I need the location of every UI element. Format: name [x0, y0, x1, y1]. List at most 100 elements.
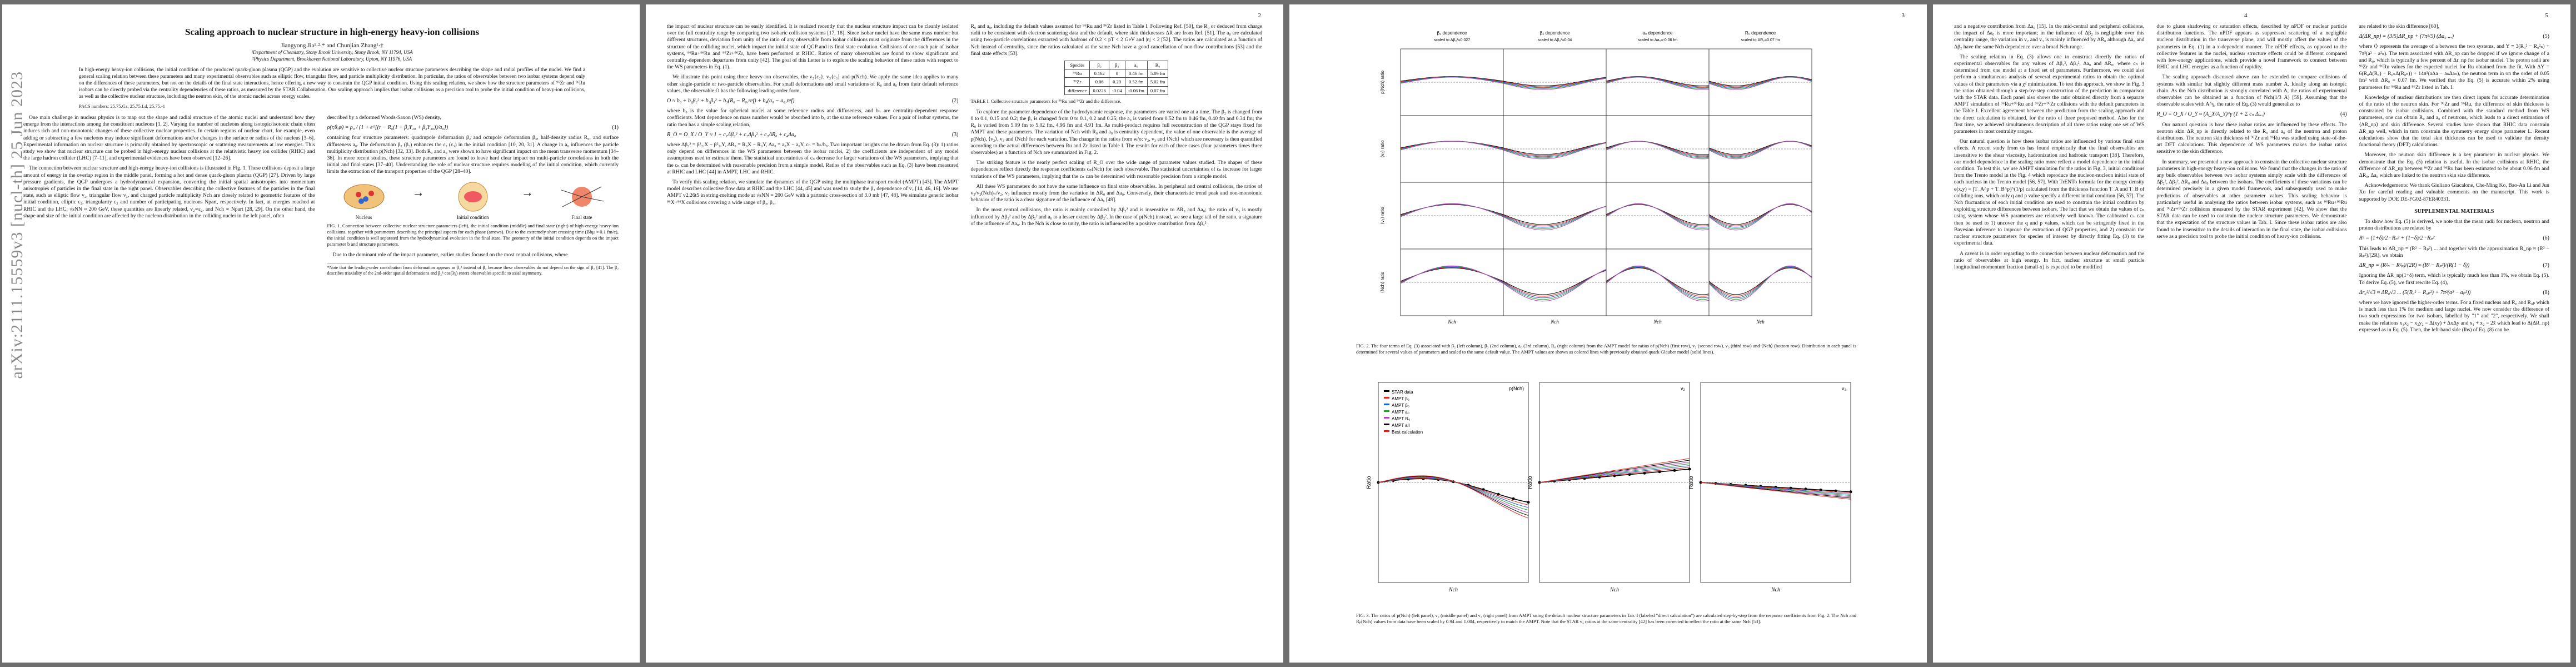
fig2-series-line — [1503, 206, 1607, 231]
arxiv-identifier: arXiv:2111.15559v3 [nucl-th] 25 Jun 2023 — [8, 71, 26, 379]
equation-number: (2) — [951, 98, 959, 104]
fig3-legend-swatch — [1384, 410, 1389, 412]
paragraph: Moreover, the neutron skin difference is… — [2359, 152, 2549, 179]
fig3-data-point — [1688, 467, 1691, 471]
fig2-series-line — [1503, 206, 1607, 226]
equation-number: (1) — [612, 125, 619, 131]
table-cell: 0.07 fm — [1147, 86, 1169, 95]
paragraph: Due to the dominant role of the impact p… — [332, 252, 568, 258]
authors: Jiangyong Jia¹·²·* and Chunjian Zhang¹·† — [281, 42, 383, 49]
paragraph: where we have ignored the higher-order t… — [2359, 299, 2549, 333]
paragraph: Our natural question is how these isobar… — [2156, 121, 2347, 155]
column-left: the impact of nuclear structure can be e… — [667, 23, 959, 231]
equation-3: R_O = O_X / O_Y ≈ 1 + c₁Δβ₂² + c₂Δβ₃² + … — [667, 132, 959, 138]
fig3-xlabel: Nch — [1448, 587, 1458, 593]
paragraph: due to gluon shadowing or saturation eff… — [2156, 23, 2347, 71]
fig2-series-line — [1708, 203, 1812, 231]
fig3-panel-title: v₃ — [1842, 386, 1847, 391]
paragraph: described by a deformed Woods-Saxon (WS)… — [327, 115, 441, 121]
fig2-series-line — [1503, 206, 1607, 228]
fig2-column-title: a₀ dependence — [1642, 31, 1673, 36]
fig1-nucleus: Nucleus — [339, 179, 389, 221]
equation-number: (3) — [951, 131, 959, 138]
equation-body: Δr₀²/√3 ≈ ΔR₀√3 ... (5(R₀² − R₀ₚ²) + 7π²… — [2359, 289, 2471, 296]
equation-body: R_O = O_X / O_Y ≈ (A_X/A_Y)^γ (1 + Σ cₙ … — [2156, 111, 2265, 118]
fig2-column-subtitle: scaled to Δa₀=-0.06 fm — [1638, 38, 1677, 42]
fig3-series-line — [1539, 467, 1690, 483]
fig3-legend-swatch — [1384, 417, 1389, 419]
fig2-column-title: R₀ dependence — [1745, 31, 1776, 36]
paragraph: We illustrate this point using three hea… — [667, 74, 959, 94]
fig1-label-initial: Initial condition — [456, 214, 489, 220]
fig3-data-point — [1628, 473, 1631, 476]
paragraph: All these WS parameters do not have the … — [970, 183, 1263, 203]
fig2-xlabel: Nch — [1756, 319, 1765, 325]
table-cell: 0.46 fm — [1124, 69, 1148, 78]
table-row: ⁹⁶Zr 0.06 0.20 0.52 fm 5.02 fm — [1064, 77, 1169, 87]
fig3-ylabel: Ratio — [1688, 476, 1695, 489]
paragraph: Ignoring the ΔR_np(1+δ) term, which is t… — [2359, 272, 2549, 286]
fig3-data-point — [1527, 501, 1530, 504]
equation-body: R² = (1+δ)/2 · Rₙ² + (1−δ)/2 · Rₚ² — [2359, 235, 2435, 242]
fig2-series-line — [1503, 77, 1607, 86]
paragraph: In summary, we presented a new approach … — [2156, 158, 2347, 240]
table-header-row: Species β₂ β₃ a₀ R₀ — [1064, 61, 1169, 70]
column-2: due to gluon shadowing or saturation eff… — [2156, 23, 2346, 337]
fig2-row-label: ⟨v₂⟩ ratio — [1380, 140, 1385, 158]
table-cell: 0.52 fm — [1124, 77, 1148, 87]
paragraph: The scaling approach discussed above can… — [2156, 74, 2347, 108]
equation-number: (4) — [2340, 111, 2347, 118]
fig1-arrow-1: → — [412, 185, 425, 199]
paragraph: To explore the parameter dependence of t… — [970, 108, 1263, 156]
fig3-data-point — [1658, 470, 1661, 474]
paragraph: where Δβ₂² = β²₂,X − β²₂,Y, ΔR₀ = R₀X − … — [667, 142, 959, 175]
fig2-series-line — [1503, 268, 1607, 302]
fig2-xlabel: Nch — [1550, 319, 1559, 325]
fig3-legend-label: AMPT R₀ — [1392, 416, 1410, 421]
paragraph: To show how Eq. (5) is derived, we note … — [2359, 218, 2549, 232]
column-right: described by a deformed Woods-Saxon (WS)… — [327, 115, 619, 276]
paragraph: where b₀ is the value for spherical nucl… — [667, 108, 959, 128]
fig2-column-title: β₃ dependence — [1539, 31, 1570, 36]
fig2-series-line — [1503, 77, 1607, 87]
figure-1: Nucleus → Initial condition → Fi — [327, 179, 619, 221]
fig2-column-subtitle: scaled to Δβ₂²=0.027 — [1434, 38, 1470, 42]
fig3-series-line — [1539, 461, 1690, 483]
fig2-series-line — [1708, 266, 1812, 300]
page-number: 4 — [2244, 12, 2248, 19]
affiliation-1: ¹Department of Chemistry, Stony Brook Un… — [251, 49, 413, 55]
fig2-series-line — [1400, 203, 1504, 217]
page-3: 3 β₂ dependence scaled to Δβ₂²=0.027 β₃ de… — [1289, 4, 1927, 663]
final-state-illustration — [561, 186, 604, 207]
fig3-xlabel: Nch — [1610, 587, 1619, 593]
fig3-data-point — [1834, 489, 1837, 492]
column-3: are related to the skin difference [60],… — [2359, 23, 2549, 337]
paragraph: The scaling relation in Eq. (3) allows o… — [1954, 53, 2145, 135]
page-number: 3 — [1901, 12, 1905, 19]
table-header-cell: a₀ — [1124, 61, 1148, 70]
equation-number: (6) — [2543, 235, 2549, 242]
table-cell: -0.06 fm — [1124, 86, 1148, 95]
fig2-series-line — [1400, 265, 1504, 284]
fig2-row-label: p(Nch) ratio — [1380, 71, 1385, 94]
figure-2: β₂ dependence scaled to Δβ₂²=0.027 β₃ depe… — [1380, 31, 1812, 325]
fig3-legend-swatch — [1384, 390, 1389, 392]
fig3-xlabel: Nch — [1771, 587, 1780, 593]
paragraph: This leads to ΔR_np = (R² − Rₚ²) ... and… — [2359, 245, 2549, 258]
column-1: and a negative contribution from Δa₀ [15… — [1954, 23, 2144, 337]
table-1-caption: TABLE I. Collective structure parameters… — [970, 98, 1122, 104]
table-cell: 5.09 fm — [1147, 69, 1169, 78]
fig3-legend-label: STAR data — [1392, 390, 1413, 395]
pacs-numbers: PACS numbers: 25.75.Gz, 25.75.Ld, 25.75.… — [79, 103, 166, 109]
column-right: R₀ and a₀, including the default values … — [971, 23, 1263, 231]
fig2-xlabel: Nch — [1447, 319, 1456, 325]
fig1-initial: Initial condition — [448, 179, 498, 221]
page-number: 2 — [1258, 12, 1262, 19]
equation-7: ΔR_np = (R²ₙ − R²ₚ)/(2R) ≈ (R² − Rₚ²)/(R… — [2359, 262, 2549, 269]
paragraph: Knowledge of nuclear distributions are t… — [2359, 94, 2549, 148]
equation-number: (8) — [2543, 289, 2549, 296]
equation-2: O ≈ b₀ + b₁β₂² + b₂β₃² + b₃(R₀ − R₀,ref)… — [667, 98, 959, 104]
fig3-panel-title: p(Nch) — [1509, 386, 1524, 391]
fig2-series-line — [1503, 206, 1607, 229]
paragraph: One main challenge in nuclear physics is… — [23, 115, 315, 162]
